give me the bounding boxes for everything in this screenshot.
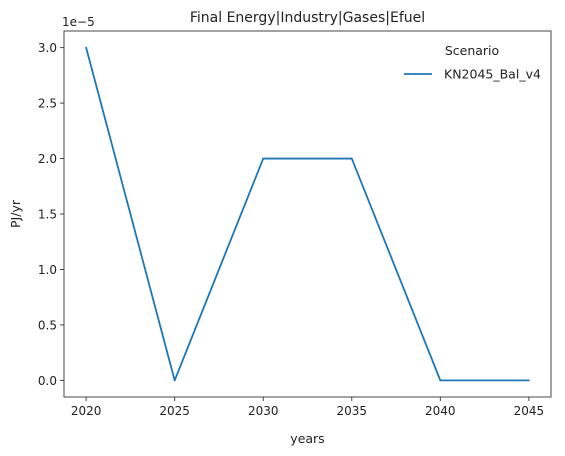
y-tick-label: 2.0 (38, 152, 57, 166)
y-axis-ticks: 0.0 0.5 1.0 1.5 2.0 2.5 3.0 (38, 41, 64, 388)
data-point (350, 157, 353, 160)
x-tick-label: 2035 (336, 404, 367, 418)
y-tick-label: 0.0 (38, 374, 57, 388)
y-axis-label: PJ/yr (8, 199, 23, 228)
y-axis-offset-label: 1e−5 (62, 15, 95, 29)
data-point (262, 157, 265, 160)
data-point (85, 46, 88, 49)
data-point (527, 379, 530, 382)
x-axis-label: years (290, 431, 324, 446)
chart-title: Final Energy|Industry|Gases|Efuel (190, 10, 425, 26)
legend: Scenario KN2045_Bal_v4 (404, 43, 541, 82)
y-tick-label: 1.5 (38, 208, 57, 222)
y-tick-label: 0.5 (38, 318, 57, 332)
y-tick-label: 2.5 (38, 97, 57, 111)
x-tick-label: 2025 (159, 404, 190, 418)
series-layer (85, 46, 530, 382)
series-line (85, 47, 529, 382)
legend-title: Scenario (445, 43, 499, 58)
data-point (439, 379, 442, 382)
x-tick-label: 2030 (248, 404, 279, 418)
plot-area (63, 30, 552, 398)
legend-entry-label: KN2045_Bal_v4 (444, 67, 541, 82)
y-tick-label: 3.0 (38, 41, 57, 55)
y-tick-label: 1.0 (38, 263, 57, 277)
x-axis-ticks: 2020 2025 2030 2035 2040 2045 (71, 397, 544, 418)
data-point (173, 379, 176, 382)
x-tick-label: 2045 (514, 404, 545, 418)
x-tick-label: 2020 (71, 404, 102, 418)
x-tick-label: 2040 (425, 404, 456, 418)
